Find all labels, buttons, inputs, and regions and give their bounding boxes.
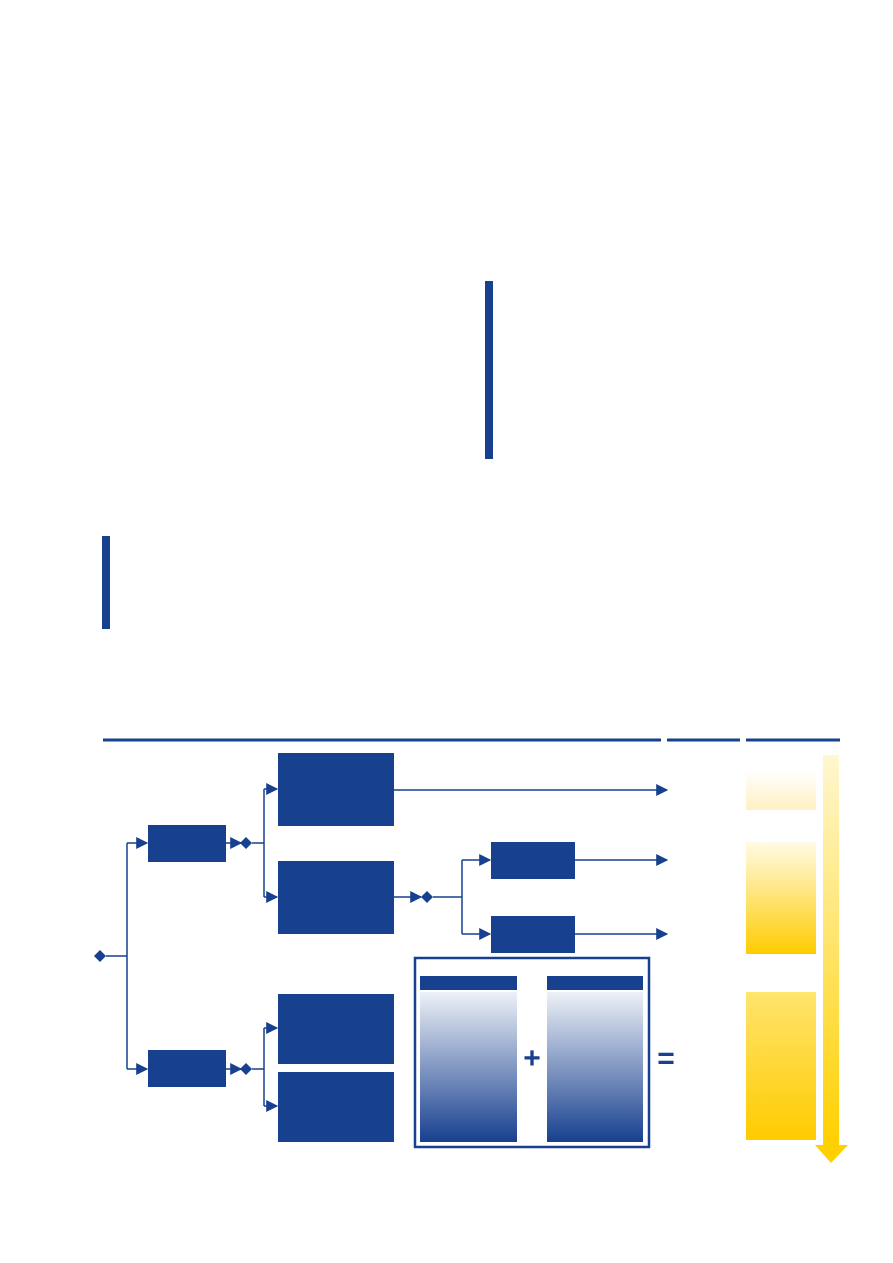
plus-symbol: + — [523, 1042, 541, 1075]
level1-box-lower — [148, 1050, 226, 1087]
accent-bar-lower — [102, 536, 110, 629]
result-box-medium — [746, 842, 816, 954]
level2-box-a — [278, 753, 394, 826]
equals-symbol: = — [657, 1042, 675, 1075]
diamond-icon — [240, 837, 252, 849]
panel-left-header — [420, 976, 517, 990]
diamond-icon — [240, 1063, 252, 1075]
level2-box-c — [278, 994, 394, 1064]
accent-bar-upper — [485, 281, 493, 459]
diamond-icon — [94, 950, 106, 962]
level3-box-b — [491, 916, 575, 953]
level3-box-a — [491, 842, 575, 879]
level2-box-b — [278, 861, 394, 934]
panel-left-body — [420, 992, 517, 1142]
result-box-high — [746, 992, 816, 1140]
panel-right-body — [547, 992, 643, 1142]
down-arrow-icon — [815, 755, 848, 1163]
panel-right-header — [547, 976, 643, 990]
diamond-icon — [421, 891, 433, 903]
level1-box-upper — [148, 825, 226, 862]
result-box-low — [746, 770, 816, 810]
level2-box-d — [278, 1072, 394, 1142]
